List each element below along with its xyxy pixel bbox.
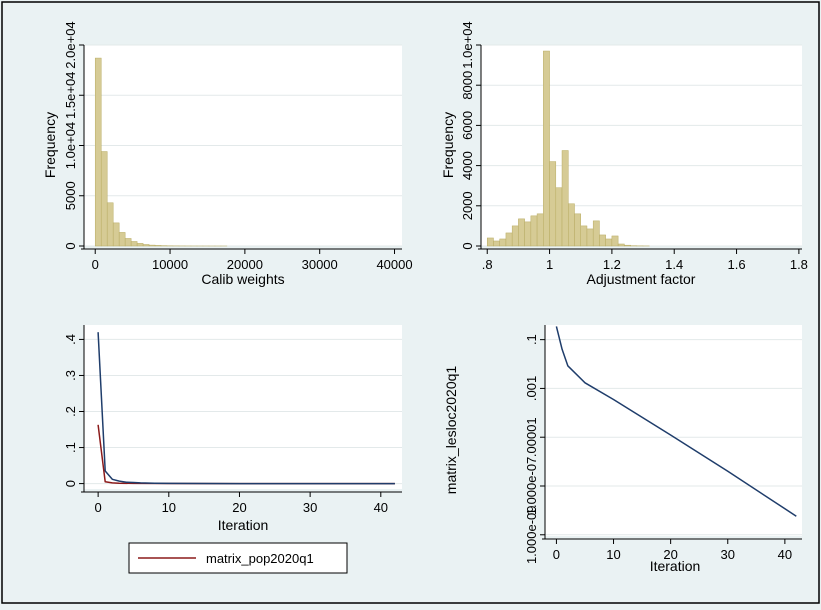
y-tick-label: 0	[63, 242, 78, 249]
y-tick-label: .001	[524, 376, 539, 401]
histogram-bar	[581, 226, 587, 246]
y-tick-label: 1.0e+04	[460, 21, 475, 68]
histogram-bar	[562, 151, 568, 246]
histogram-bar	[143, 244, 149, 246]
y-tick-label: 4000	[460, 151, 475, 180]
plot-area	[481, 45, 802, 246]
histogram-bar	[612, 236, 618, 246]
x-tick-label: 1.4	[665, 257, 683, 272]
adjustment-factor-histogram: 0 2000 4000 6000 8000 1.0e+04 .8 1 1.2 1.4 1.6 1.8 A…	[440, 21, 808, 287]
y-tick-label: 0	[63, 480, 78, 487]
x-tick-label: 10	[162, 500, 176, 515]
x-tick-label: 10000	[152, 257, 188, 272]
x-tick-label: 40	[374, 500, 388, 515]
histogram-bar	[95, 58, 101, 246]
histogram-bar	[556, 188, 562, 246]
histogram-bar	[131, 241, 137, 246]
histogram-bar	[113, 223, 119, 246]
histogram-bar	[518, 219, 524, 246]
y-tick-label: .3	[63, 370, 78, 381]
calib-weights-histogram: 0 5000 1.0e+04 1.5e+04 2.0e+04 0 10000 20000 300…	[42, 21, 413, 287]
x-tick-label: 1.6	[728, 257, 746, 272]
y-tick-label: .1	[524, 334, 539, 345]
y-tick-label: 1.000e-09	[524, 505, 539, 564]
y-tick-label: 2000	[460, 191, 475, 220]
x-tick-label: 0	[92, 257, 99, 272]
x-tick-label: 1.8	[790, 257, 808, 272]
histogram-bar	[618, 244, 624, 246]
histogram-bar	[487, 238, 493, 246]
histogram-bar	[101, 152, 107, 246]
y-tick-label: 1.5e+04	[63, 72, 78, 119]
x-tick-label: 1	[546, 257, 553, 272]
x-tick-label: 40000	[376, 257, 412, 272]
histogram-bar	[587, 229, 593, 246]
y-tick-label: .4	[63, 334, 78, 345]
y-tick-label: .2	[63, 406, 78, 417]
legend: matrix_pop2020q1	[129, 543, 347, 573]
histogram-bar	[543, 51, 549, 246]
plot-area	[545, 325, 802, 536]
x-axis-title: Calib weights	[201, 271, 284, 287]
x-tick-label: .8	[482, 257, 493, 272]
y-tick-label: 0	[460, 242, 475, 249]
x-tick-label: 10	[606, 547, 620, 562]
x-tick-label: 30	[303, 500, 317, 515]
y-tick-label: 2.0e+04	[63, 21, 78, 68]
y-tick-label: 1.0e+04	[63, 122, 78, 169]
y-tick-label: 5000	[63, 181, 78, 210]
histogram-bar	[624, 245, 630, 246]
y-tick-label: 6000	[460, 111, 475, 140]
histogram-bar	[155, 245, 161, 246]
x-axis-title: Iteration	[650, 558, 701, 574]
histogram-bar	[493, 241, 499, 246]
x-tick-label: 40	[778, 547, 792, 562]
x-tick-label: 30	[721, 547, 735, 562]
y-axis-title: matrix_lesloc2020q1	[443, 366, 459, 495]
histogram-bar	[568, 204, 574, 246]
x-axis-title: Iteration	[218, 517, 269, 533]
x-tick-label: 20000	[227, 257, 263, 272]
histogram-bar	[574, 214, 580, 246]
histogram-bar	[525, 222, 531, 246]
plot-area	[84, 325, 402, 489]
histogram-bar	[537, 214, 543, 246]
x-tick-label: 20	[232, 500, 246, 515]
histogram-bar	[149, 245, 155, 246]
x-tick-label: 1.2	[603, 257, 621, 272]
histogram-bar	[500, 239, 506, 246]
histogram-bar	[606, 239, 612, 246]
x-tick-label: 0	[553, 547, 560, 562]
histogram-bar	[137, 243, 143, 246]
histogram-bar	[599, 235, 605, 246]
iteration-linear-line-chart: 0 .1 .2 .3 .4 0 10 20 30 40 Iteration	[63, 325, 402, 533]
y-axis-title: Frequency	[42, 112, 58, 178]
histogram-bar	[512, 226, 518, 246]
x-axis-title: Adjustment factor	[587, 271, 696, 287]
histogram-bar	[531, 216, 537, 246]
legend-label: matrix_pop2020q1	[206, 551, 314, 566]
y-tick-label: .1	[63, 442, 78, 453]
histogram-bar	[550, 162, 556, 246]
histogram-bar	[593, 221, 599, 246]
y-tick-label: .00001	[524, 417, 539, 457]
y-tick-label: 8000	[460, 71, 475, 100]
y-axis-title: Frequency	[440, 112, 456, 178]
x-tick-label: 0	[95, 500, 102, 515]
histogram-bar	[506, 233, 512, 246]
histogram-bar	[107, 203, 113, 246]
histogram-bar	[125, 238, 131, 246]
histogram-bar	[119, 232, 125, 246]
x-tick-label: 30000	[302, 257, 338, 272]
